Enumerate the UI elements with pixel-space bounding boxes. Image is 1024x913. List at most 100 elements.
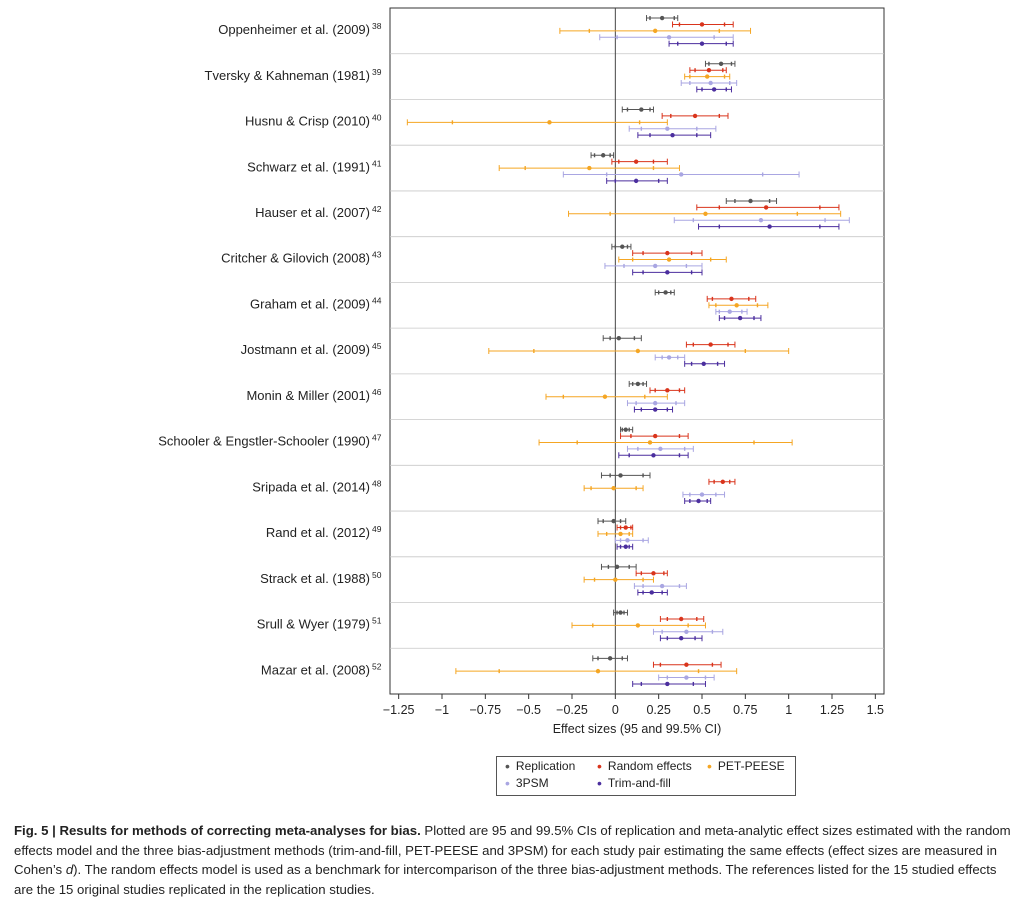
point-estimate-trim-and-fill (701, 361, 706, 367)
point-estimate-trim-and-fill (665, 681, 670, 687)
point-estimate-3psm (708, 80, 713, 86)
study-label-hauser-et-al-2007: Hauser et al. (2007) (255, 205, 370, 220)
study-label-sripada-et-al-2014: Sripada et al. (2014) (252, 479, 370, 494)
point-estimate-random-effects (633, 159, 639, 164)
study-ref-number: 44 (372, 295, 382, 305)
legend-marker-random-effects: • (597, 758, 602, 774)
point-estimate-3psm (758, 218, 764, 223)
point-estimate-replication (748, 198, 753, 204)
point-estimate-3psm (658, 446, 663, 452)
study-ref-number: 45 (372, 341, 382, 351)
point-estimate-random-effects (720, 479, 725, 484)
point-estimate-trim-and-fill (652, 407, 658, 412)
point-estimate-replication (616, 335, 621, 341)
caption-text-a: Plotted are 95 and 99.5% CIs of replicat… (14, 823, 1011, 877)
point-estimate-3psm (666, 35, 672, 40)
x-tick-label: 1.5 (867, 703, 884, 717)
study-ref-number: 52 (372, 661, 382, 671)
point-estimate-random-effects (763, 205, 769, 210)
point-estimate-random-effects (665, 388, 670, 393)
point-estimate-3psm (666, 355, 672, 360)
study-label-tversky-kahneman-1981: Tversky & Kahneman (1981) (205, 68, 370, 83)
x-tick-label: −0.75 (470, 703, 502, 717)
point-estimate-random-effects (684, 662, 689, 667)
study-label-graham-et-al-2009: Graham et al. (2009) (250, 296, 370, 311)
point-estimate-3psm (665, 126, 670, 131)
point-estimate-trim-and-fill (633, 178, 639, 184)
point-estimate-trim-and-fill (670, 132, 675, 138)
point-estimate-3psm (678, 172, 684, 177)
point-estimate-pet-peese (587, 165, 592, 171)
point-estimate-replication (623, 427, 628, 432)
point-estimate-pet-peese (613, 577, 618, 582)
caption-d-symbol: d (65, 862, 74, 877)
study-ref-number: 51 (372, 616, 382, 626)
point-estimate-pet-peese (618, 531, 623, 537)
legend-item-random-effects: • Random effects (597, 759, 692, 773)
study-label-oppenheimer-et-al-2009: Oppenheimer et al. (2009) (218, 22, 370, 37)
point-estimate-pet-peese (703, 211, 708, 217)
study-label-husnu-crisp-2010: Husnu & Crisp (2010) (245, 114, 370, 129)
study-ref-number: 46 (372, 387, 382, 397)
point-estimate-pet-peese (647, 440, 653, 445)
x-tick-label: 0 (612, 703, 619, 717)
study-label-critcher-gilovich-2008: Critcher & Gilovich (2008) (221, 251, 370, 266)
point-estimate-pet-peese (595, 668, 601, 674)
x-tick-label: 1 (785, 703, 792, 717)
x-tick-label: −0.5 (516, 703, 541, 717)
legend-marker-replication: • (505, 758, 510, 774)
point-estimate-random-effects (692, 113, 698, 119)
legend-marker-pet-peese: • (707, 758, 712, 774)
legend-item-3psm: • 3PSM (505, 776, 549, 790)
study-ref-number: 41 (372, 158, 382, 168)
point-estimate-pet-peese (652, 28, 658, 34)
point-estimate-random-effects (652, 433, 658, 439)
point-estimate-3psm (684, 629, 689, 635)
point-estimate-3psm (659, 583, 665, 589)
study-label-srull-wyer-1979: Srull & Wyer (1979) (257, 617, 370, 632)
study-label-monin-miller-2001: Monin & Miller (2001) (246, 388, 370, 403)
x-tick-label: 0.25 (646, 703, 670, 717)
x-tick-label: 0.75 (733, 703, 757, 717)
point-estimate-pet-peese (734, 303, 739, 308)
figure-caption: Fig. 5 | Results for methods of correcti… (14, 821, 1014, 899)
point-estimate-3psm (727, 309, 732, 314)
point-estimate-replication (618, 610, 623, 615)
point-estimate-trim-and-fill (699, 41, 705, 46)
point-estimate-trim-and-fill (651, 453, 656, 458)
x-tick-label: −0.25 (556, 703, 588, 717)
legend-label-pet-peese: PET-PEESE (717, 759, 785, 773)
legend: • Replication • Random effects • PET-PEE… (496, 756, 796, 796)
study-ref-number: 43 (372, 250, 382, 260)
study-label-mazar-et-al-2008: Mazar et al. (2008) (261, 662, 370, 677)
point-estimate-pet-peese (547, 120, 552, 125)
study-ref-number: 40 (372, 113, 382, 123)
point-estimate-pet-peese (704, 74, 710, 79)
study-ref-number: 47 (372, 433, 382, 443)
legend-item-trim-and-fill: • Trim-and-fill (597, 776, 671, 790)
study-label-jostmann-et-al-2009: Jostmann et al. (2009) (241, 342, 370, 357)
point-estimate-trim-and-fill (711, 87, 717, 92)
point-estimate-3psm (625, 538, 630, 543)
point-estimate-pet-peese (602, 394, 608, 399)
point-estimate-trim-and-fill (665, 270, 670, 275)
legend-marker-3psm: • (505, 775, 510, 791)
legend-label-random-effects: Random effects (607, 759, 692, 773)
point-estimate-random-effects (708, 342, 713, 347)
x-tick-label: −1.25 (383, 703, 415, 717)
point-estimate-replication (659, 15, 665, 21)
legend-label-3psm: 3PSM (515, 776, 549, 790)
legend-item-replication: • Replication (505, 759, 575, 773)
point-estimate-3psm (652, 263, 658, 269)
point-estimate-replication (600, 153, 606, 158)
point-estimate-3psm (699, 492, 705, 497)
point-estimate-3psm (684, 675, 689, 680)
legend-marker-trim-and-fill: • (597, 775, 602, 791)
point-estimate-trim-and-fill (737, 315, 743, 321)
legend-label-trim-and-fill: Trim-and-fill (607, 776, 671, 790)
study-label-schooler-engstler-schooler-1990: Schooler & Engstler-Schooler (1990) (158, 434, 370, 449)
point-estimate-pet-peese (611, 486, 616, 491)
x-tick-label: 0.5 (693, 703, 710, 717)
point-estimate-random-effects (665, 250, 670, 256)
caption-label: Fig. 5 | Results for methods of correcti… (14, 823, 421, 838)
